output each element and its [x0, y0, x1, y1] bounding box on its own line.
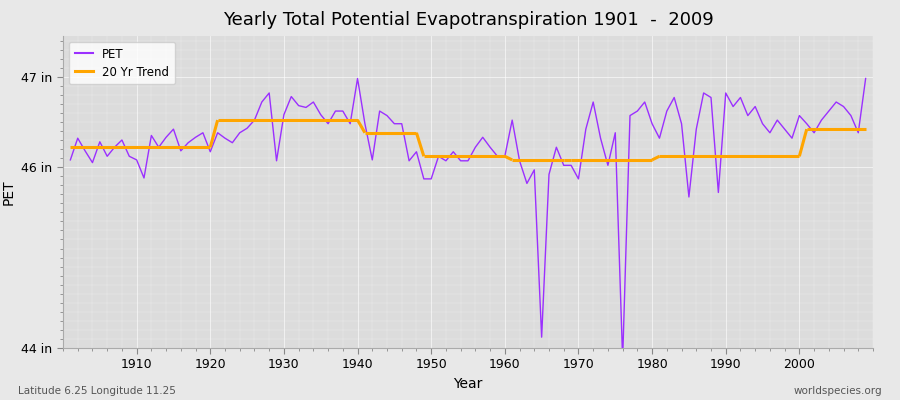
Text: worldspecies.org: worldspecies.org [794, 386, 882, 396]
X-axis label: Year: Year [454, 377, 482, 391]
Y-axis label: PET: PET [2, 179, 16, 205]
Legend: PET, 20 Yr Trend: PET, 20 Yr Trend [69, 42, 175, 84]
Text: Latitude 6.25 Longitude 11.25: Latitude 6.25 Longitude 11.25 [18, 386, 176, 396]
Title: Yearly Total Potential Evapotranspiration 1901  -  2009: Yearly Total Potential Evapotranspiratio… [222, 11, 714, 29]
